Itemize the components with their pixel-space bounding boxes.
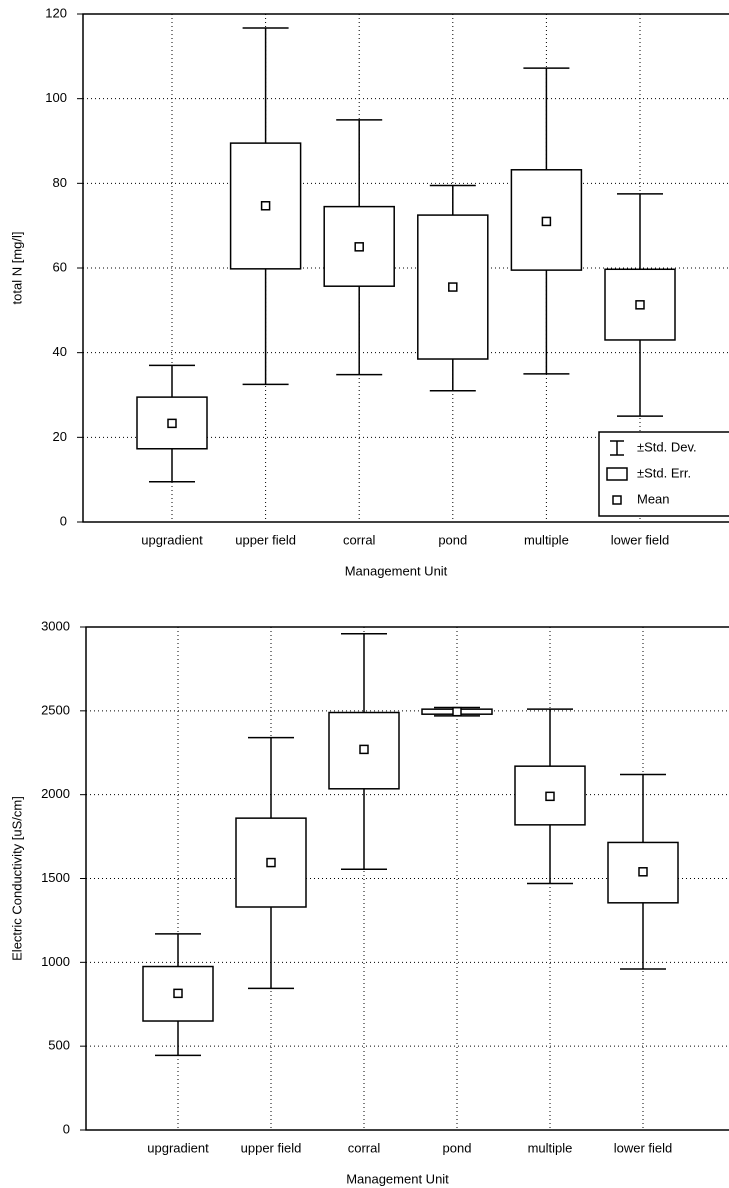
legend-icon — [606, 467, 628, 481]
mean-marker — [354, 242, 364, 252]
x-tick-label: lower field — [614, 1140, 673, 1155]
mean-marker — [545, 791, 555, 802]
y-tick-label: 80 — [53, 175, 67, 190]
y-tick-label: 1000 — [41, 954, 70, 969]
x-tick-label: upgradient — [147, 1140, 209, 1155]
legend-icon — [612, 495, 622, 505]
y-tick-label: 60 — [53, 259, 67, 274]
mean-marker — [541, 216, 552, 227]
x-tick-label: lower field — [611, 532, 670, 547]
x-tick-label: pond — [443, 1140, 472, 1155]
y-tick-label: 3000 — [41, 618, 70, 633]
plot-frame — [85, 626, 729, 1131]
y-tick-label: 40 — [53, 344, 67, 359]
y-tick-label: 0 — [60, 513, 67, 528]
mean-marker — [448, 282, 458, 292]
mean-marker — [173, 988, 183, 999]
x-axis-title: Management Unit — [345, 563, 448, 578]
plot-frame — [82, 13, 729, 523]
mean-marker — [260, 201, 271, 211]
mean-marker — [167, 418, 177, 429]
x-tick-label: upper field — [235, 532, 296, 547]
y-tick-label: 100 — [45, 90, 67, 105]
y-tick-label: 2000 — [41, 786, 70, 801]
x-tick-label: pond — [438, 532, 467, 547]
y-axis-title: total N [mg/l] — [9, 232, 24, 305]
legend-label: ±Std. Dev. — [637, 439, 697, 454]
x-tick-label: multiple — [524, 532, 569, 547]
y-tick-label: 120 — [45, 5, 67, 20]
x-tick-label: upper field — [241, 1140, 302, 1155]
mean-marker — [266, 857, 276, 868]
mean-marker — [452, 706, 462, 717]
x-axis-title: Management Unit — [346, 1171, 449, 1186]
y-tick-label: 20 — [53, 429, 67, 444]
y-axis-title: Electric Conductivity [uS/cm] — [9, 796, 24, 961]
mean-marker — [635, 300, 645, 310]
y-tick-label: 1500 — [41, 870, 70, 885]
mean-marker — [638, 867, 648, 877]
x-tick-label: multiple — [528, 1140, 573, 1155]
legend-label: Mean — [637, 491, 670, 506]
x-tick-label: corral — [348, 1140, 381, 1155]
se-box — [510, 169, 583, 271]
legend-label: ±Std. Err. — [637, 465, 691, 480]
x-tick-label: upgradient — [141, 532, 203, 547]
y-tick-label: 2500 — [41, 702, 70, 717]
mean-marker — [359, 744, 369, 755]
y-tick-label: 0 — [63, 1121, 70, 1136]
x-tick-label: corral — [343, 532, 376, 547]
y-tick-label: 500 — [48, 1038, 70, 1053]
